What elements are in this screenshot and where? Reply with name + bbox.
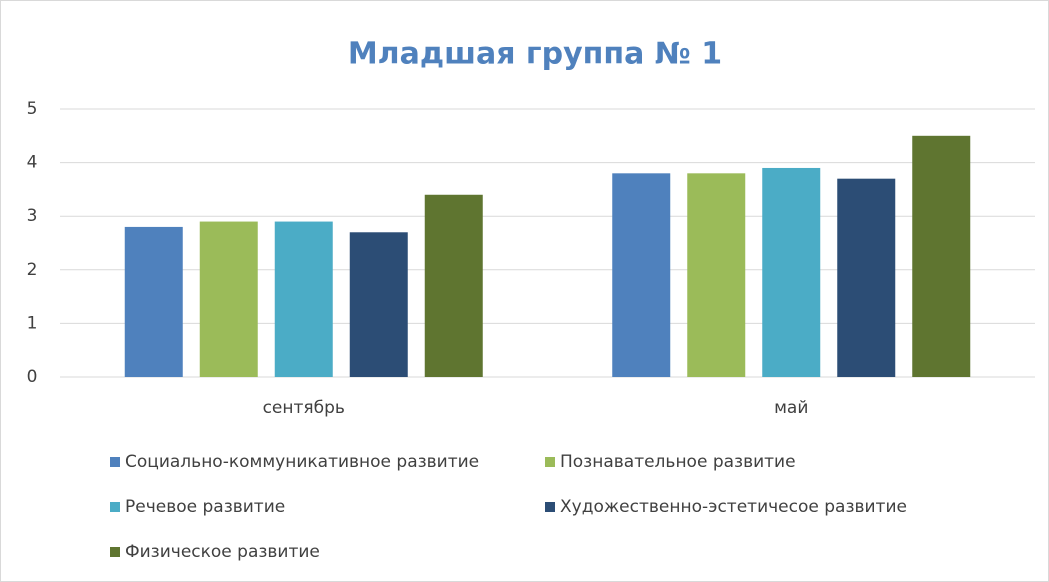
bar bbox=[762, 167, 821, 377]
legend-swatch bbox=[545, 502, 555, 512]
bar bbox=[612, 173, 671, 377]
x-tick-label: сентябрь bbox=[263, 398, 345, 418]
y-tick-label: 0 bbox=[27, 367, 38, 387]
y-tick-label: 4 bbox=[27, 153, 38, 173]
y-tick-label: 5 bbox=[27, 99, 38, 119]
legend-label: Физическое развитие bbox=[125, 542, 320, 562]
y-tick-label: 3 bbox=[27, 206, 38, 226]
legend-swatch bbox=[545, 457, 555, 467]
bar bbox=[424, 194, 483, 377]
bar bbox=[274, 221, 333, 377]
legend-swatch bbox=[110, 457, 120, 467]
legend-swatch bbox=[110, 502, 120, 512]
bar bbox=[912, 135, 971, 377]
bar bbox=[124, 226, 183, 377]
bar bbox=[687, 173, 746, 377]
legend-label: Социально-коммуникативное развитие bbox=[125, 452, 479, 472]
legend-label: Речевое развитие bbox=[125, 497, 285, 517]
y-tick-label: 2 bbox=[27, 260, 38, 280]
chart-title: Младшая группа № 1 bbox=[348, 37, 722, 72]
legend-swatch bbox=[110, 547, 120, 557]
y-tick-label: 1 bbox=[27, 313, 38, 333]
bar bbox=[837, 178, 896, 377]
bar bbox=[199, 221, 258, 377]
bar bbox=[349, 232, 408, 377]
legend-label: Познавательное развитие bbox=[560, 452, 796, 472]
legend-label: Художественно-эстетичесое развитие bbox=[560, 497, 907, 517]
x-tick-label: май bbox=[774, 398, 808, 418]
